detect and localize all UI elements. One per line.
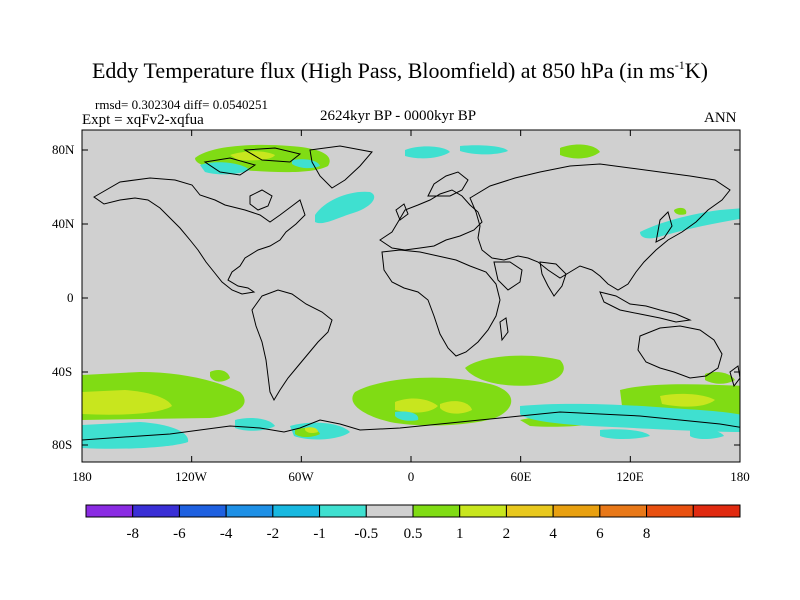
colorbar-tick-label: 8 <box>643 526 651 542</box>
coastline-madagascar <box>499 317 509 342</box>
coastline-hudson-bay <box>249 189 273 211</box>
anomaly-region <box>395 398 438 413</box>
lat-label-40s: 40S <box>52 364 72 379</box>
coastline-scandinavia <box>427 171 469 197</box>
anomaly-region <box>292 159 320 169</box>
anomaly-region <box>395 411 419 421</box>
colorbar-swatch <box>412 504 461 518</box>
anomaly-region <box>405 146 450 159</box>
coastline-new-zealand <box>729 365 740 388</box>
anomaly-region <box>82 390 172 415</box>
coastline-se-asia <box>599 291 692 323</box>
anomaly-region <box>560 144 600 159</box>
colorbar-swatch <box>85 504 134 518</box>
lat-label-80n: 80N <box>52 142 75 157</box>
anomaly-region <box>705 372 735 384</box>
colorbar-swatch <box>225 504 274 518</box>
anomaly-region <box>230 151 275 161</box>
coastlines <box>82 145 740 441</box>
coastline-greenland <box>309 145 373 189</box>
colorbar-swatch <box>599 504 648 518</box>
anomaly-region <box>600 429 650 439</box>
anomaly-region <box>352 377 512 426</box>
coastline-arabia <box>493 261 523 291</box>
lon-label-120w: 120W <box>175 469 208 484</box>
season-label: ANN <box>704 110 737 126</box>
coastline-south-america <box>251 289 333 402</box>
colorbar-tick-label: -2 <box>267 526 280 542</box>
anomaly-region <box>674 207 687 215</box>
colorbar-tick-label: 2 <box>503 526 511 542</box>
lon-label-180e: 180 <box>730 469 750 484</box>
coastline-australia <box>637 325 723 379</box>
colorbar-tick-label: -8 <box>126 526 139 542</box>
experiment-label: Expt = xqFv2-xqfua <box>82 112 204 128</box>
stats-line: rmsd= 0.302304 diff= 0.0540251 <box>95 97 268 112</box>
coastline-british-isles <box>395 203 409 221</box>
colorbar-swatch <box>552 504 601 518</box>
colorbar-swatch <box>505 504 554 518</box>
anomaly-region <box>460 145 508 155</box>
colorbar-swatch <box>319 504 367 518</box>
coastline-arctic-islands <box>203 157 257 176</box>
colorbar-swatch <box>272 504 321 518</box>
colorbar-swatch <box>132 504 180 518</box>
anomaly-region <box>640 208 740 239</box>
colorbar-tick-label: 6 <box>596 526 604 542</box>
period-label: 2624kyr BP - 0000kyr BP <box>320 108 477 124</box>
colorbar-swatch <box>692 504 741 518</box>
anomaly-region <box>465 355 564 386</box>
colorbar-tick-label: -6 <box>173 526 186 542</box>
anomaly-region <box>305 427 318 434</box>
colorbar-swatch <box>178 504 227 518</box>
colorbar-tick-label: 4 <box>549 526 557 542</box>
lat-label-40n: 40N <box>52 216 75 231</box>
colorbar <box>85 504 741 518</box>
lon-label-0: 0 <box>408 469 415 484</box>
anomaly-region <box>315 191 375 224</box>
coastline-africa <box>381 249 501 357</box>
colorbar-swatch <box>646 504 694 518</box>
title-end: K) <box>684 58 708 83</box>
longitude-labels: 180 120W 60W 0 60E 120E 180 <box>72 469 750 484</box>
coastline-india <box>539 261 567 297</box>
title-superscript: -1 <box>674 58 685 72</box>
anomaly-field <box>82 144 740 449</box>
colorbar-tick-label: -1 <box>313 526 326 542</box>
colorbar-tick-label: -0.5 <box>354 526 378 542</box>
coastline-north-america <box>93 177 306 295</box>
plot-title: Eddy Temperature flux (High Pass, Bloomf… <box>0 58 800 84</box>
colorbar-tick-label: -4 <box>220 526 233 542</box>
title-main: Eddy Temperature flux (High Pass, Bloomf… <box>91 58 675 83</box>
colorbar-tick-label: 1 <box>456 526 464 542</box>
coastline-antarctica <box>82 411 740 441</box>
lon-label-60w: 60W <box>288 469 314 484</box>
anomaly-region <box>200 162 250 175</box>
coastline-arctic-islands <box>243 147 302 163</box>
anomaly-region <box>520 403 740 432</box>
anomaly-region <box>690 429 724 439</box>
latitude-labels: 80N 40N 0 40S 80S <box>52 142 75 452</box>
colorbar-labels: -8 -6 -4 -2 -1 -0.5 0.5 1 2 4 6 8 <box>126 526 650 542</box>
anomaly-region <box>82 422 189 449</box>
lon-label-60e: 60E <box>511 469 532 484</box>
anomaly-region <box>440 401 472 414</box>
axis-ticks <box>81 130 741 462</box>
anomaly-region <box>210 370 230 382</box>
colorbar-swatch <box>365 504 414 518</box>
lon-label-180w: 180 <box>72 469 92 484</box>
colorbar-tick-label: 0.5 <box>404 526 423 542</box>
lat-label-0: 0 <box>67 290 74 305</box>
lon-label-120e: 120E <box>616 469 644 484</box>
anomaly-region <box>660 393 715 407</box>
lat-label-80s: 80S <box>52 437 72 452</box>
colorbar-swatch <box>459 504 507 518</box>
coastline-asia <box>469 163 731 291</box>
coastline-japan <box>655 211 673 243</box>
anomaly-region <box>235 418 275 431</box>
